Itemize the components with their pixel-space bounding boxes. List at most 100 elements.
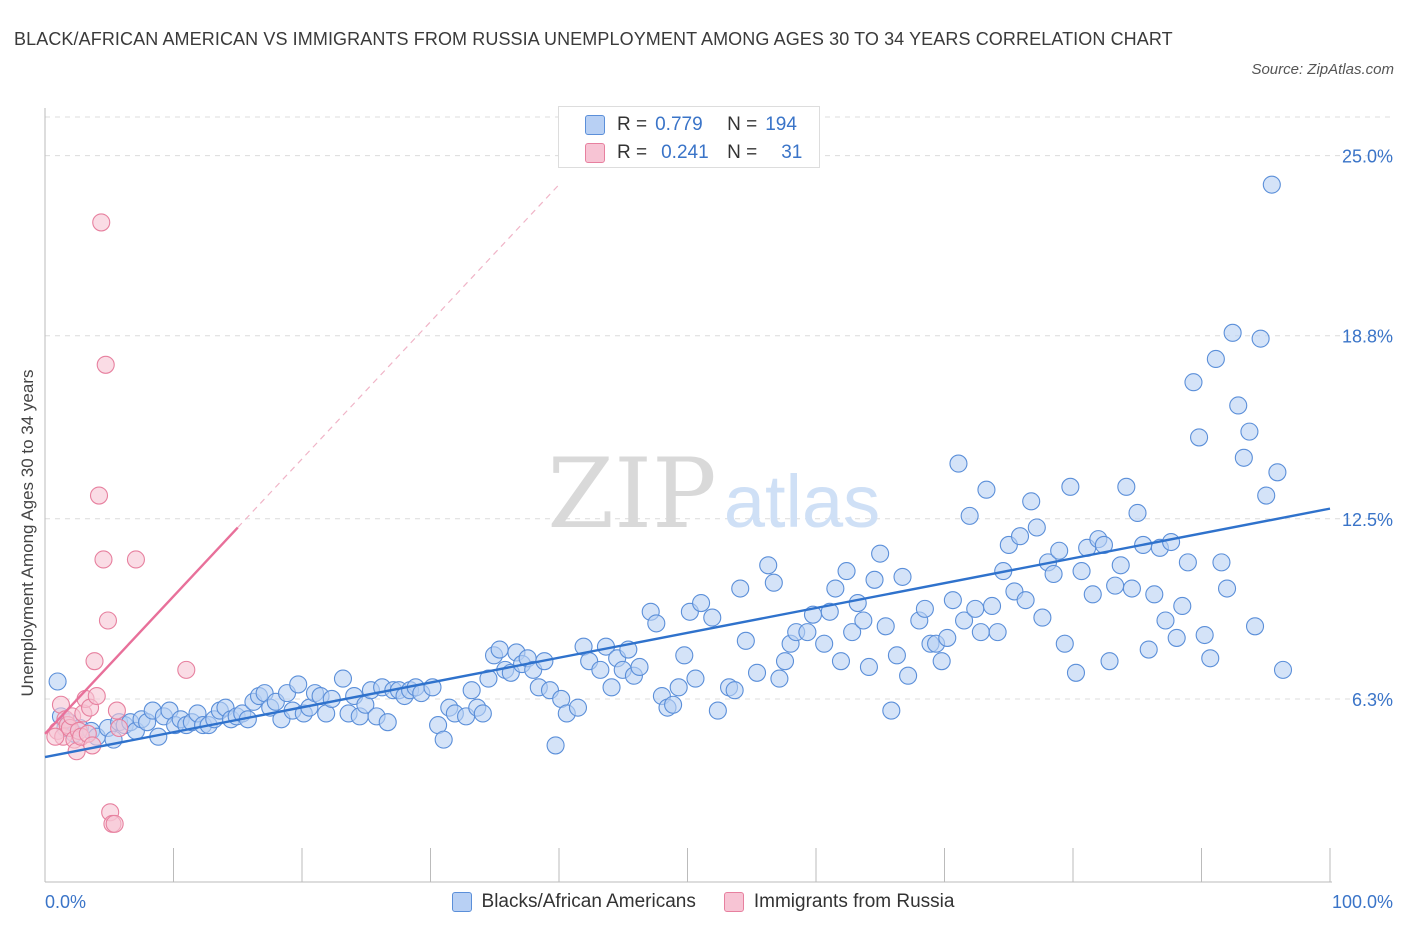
data-point xyxy=(630,657,649,677)
data-point xyxy=(848,594,867,613)
y-tick-label: 25.0% xyxy=(1342,147,1393,167)
stats-n-label: N = xyxy=(727,114,758,135)
data-point xyxy=(664,695,683,714)
data-point xyxy=(1178,553,1197,572)
x-tick-label: 0.0% xyxy=(45,892,86,912)
data-point xyxy=(1106,576,1125,595)
data-point xyxy=(938,628,957,647)
data-point xyxy=(1010,527,1030,546)
stats-r-value: 0.779 xyxy=(655,114,703,135)
data-point xyxy=(708,701,727,720)
data-point xyxy=(46,727,65,746)
data-point xyxy=(48,672,67,691)
y-axis-label: Unemployment Among Ages 30 to 34 years xyxy=(18,370,37,697)
data-point xyxy=(322,689,341,708)
legend-item-russia: Immigrants from Russia xyxy=(723,891,954,913)
data-point xyxy=(960,506,979,525)
data-point xyxy=(1145,585,1164,604)
data-point xyxy=(747,663,767,682)
stats-n-label: N = xyxy=(727,142,758,163)
data-point xyxy=(1223,323,1242,342)
data-point xyxy=(966,599,985,618)
data-point xyxy=(865,570,884,589)
data-point xyxy=(1061,477,1080,496)
data-point xyxy=(692,594,711,613)
data-point xyxy=(1268,463,1287,482)
data-point xyxy=(843,623,862,642)
data-point xyxy=(94,550,113,569)
stats-r-value: 0.241 xyxy=(661,142,709,163)
data-point xyxy=(876,617,895,636)
data-point xyxy=(859,657,878,677)
data-point xyxy=(899,666,918,685)
data-points xyxy=(46,175,1293,833)
source-label: Source: ZipAtlas.com xyxy=(1251,61,1394,78)
x-tick-label: 100.0% xyxy=(1332,892,1393,912)
chart-title: BLACK/AFRICAN AMERICAN VS IMMIGRANTS FRO… xyxy=(14,29,1173,49)
stats-row-pink: R = 0.241 N = 31 xyxy=(585,139,802,167)
data-point xyxy=(1122,579,1141,598)
y-tick-label: 18.8% xyxy=(1342,327,1393,347)
data-point xyxy=(770,669,789,688)
data-point xyxy=(110,718,129,738)
data-point xyxy=(731,579,750,598)
data-point xyxy=(1190,428,1209,447)
data-point xyxy=(1217,579,1237,598)
data-point xyxy=(1262,175,1281,194)
data-point xyxy=(602,678,621,697)
y-tick-label: 12.5% xyxy=(1342,510,1393,530)
watermark-atlas: atlas xyxy=(724,460,880,543)
data-point xyxy=(1027,518,1046,537)
data-point xyxy=(943,591,962,610)
data-point xyxy=(105,814,124,833)
legend-swatch-pink xyxy=(723,892,744,912)
data-point xyxy=(1022,492,1041,511)
data-point xyxy=(591,660,610,679)
data-point xyxy=(1162,532,1181,552)
data-point xyxy=(1055,634,1074,653)
data-point xyxy=(1201,649,1220,668)
data-point xyxy=(887,646,906,665)
data-point xyxy=(98,611,118,630)
data-point xyxy=(1072,562,1091,581)
data-point xyxy=(764,573,783,592)
legend-item-blacks: Blacks/African Americans xyxy=(451,891,696,913)
data-point xyxy=(826,579,845,598)
data-point xyxy=(949,454,968,473)
data-point xyxy=(107,701,126,720)
data-point xyxy=(982,596,1002,616)
data-point xyxy=(462,681,481,700)
data-point xyxy=(647,614,666,633)
legend-swatch-blue xyxy=(451,892,472,912)
data-point xyxy=(1016,591,1035,610)
trend-lines xyxy=(44,184,1331,759)
stats-n-value: 194 xyxy=(765,114,797,135)
data-point xyxy=(1033,608,1052,627)
data-point xyxy=(820,602,839,621)
tick-labels: 6.3% 12.5% 18.8% 25.0% 0.0% 100.0% xyxy=(45,147,1393,912)
stats-box: R = 0.779 N = 194 R = 0.241 N = 31 xyxy=(558,106,820,168)
data-point xyxy=(434,730,453,749)
data-point xyxy=(1066,663,1086,682)
axes xyxy=(44,108,1332,883)
data-point xyxy=(988,623,1007,642)
data-point xyxy=(1117,477,1136,496)
data-point xyxy=(932,652,951,671)
data-point xyxy=(1111,556,1130,575)
data-point xyxy=(977,480,996,499)
data-point xyxy=(955,611,974,630)
data-point xyxy=(798,623,817,642)
stats-n-value: 31 xyxy=(781,142,803,163)
data-point xyxy=(759,556,778,575)
data-point xyxy=(915,599,934,618)
data-point xyxy=(1195,625,1214,645)
data-point xyxy=(669,678,688,697)
data-point xyxy=(85,652,104,671)
data-point xyxy=(378,713,397,732)
data-point xyxy=(703,608,722,627)
data-point xyxy=(1229,396,1248,415)
data-point xyxy=(882,701,901,720)
data-point xyxy=(1184,373,1203,392)
data-point xyxy=(89,486,109,505)
data-point xyxy=(1251,329,1270,348)
